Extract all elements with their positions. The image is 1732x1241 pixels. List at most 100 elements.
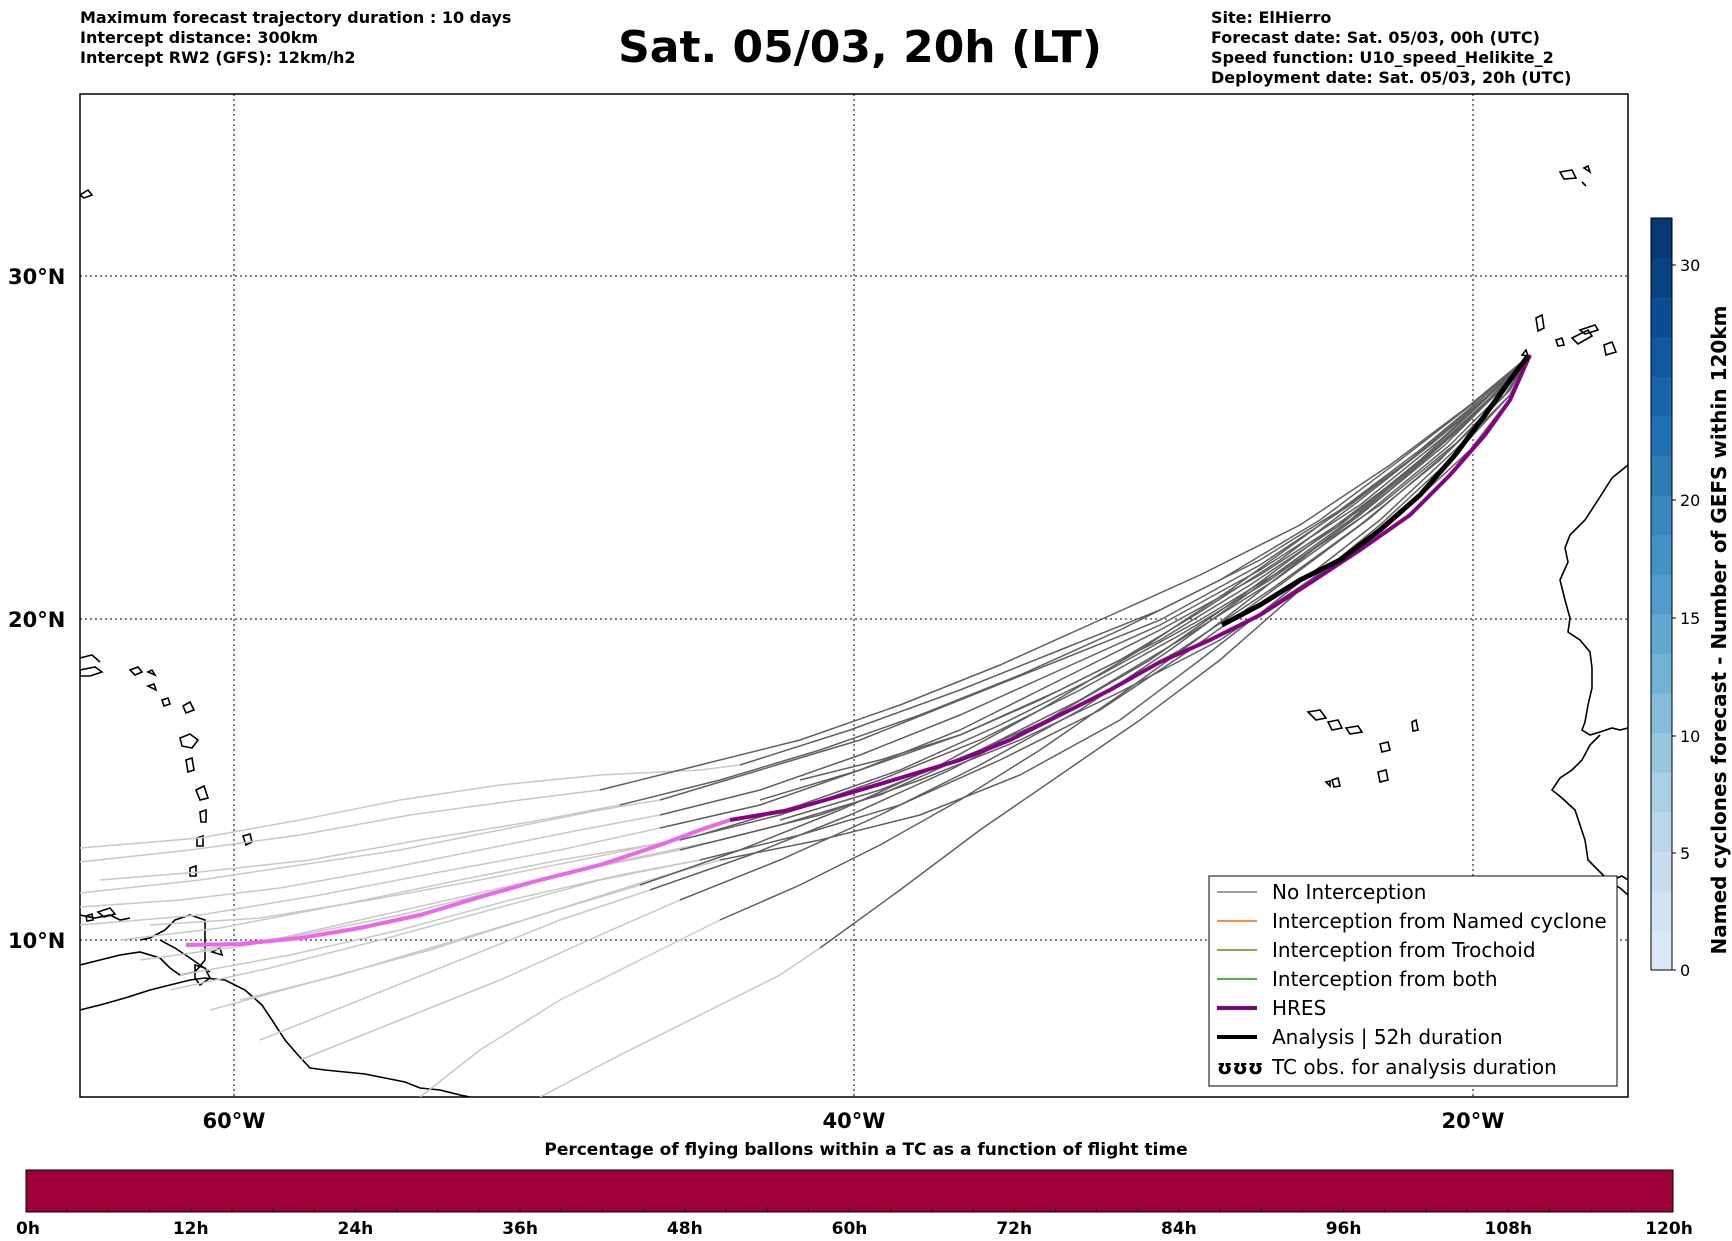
colorbar-level-2 (1651, 851, 1672, 892)
coast-south-america (80, 977, 471, 1097)
trajectory-light-15 (239, 884, 641, 1001)
analysis-trajectory (1220, 354, 1530, 628)
colorbar-level-10 (1651, 534, 1672, 575)
bottom-tick-label-60h: 60h (832, 1219, 868, 1239)
bottom-tick-label-84h: 84h (1161, 1219, 1197, 1239)
header-deployment-date: Deployment date: Sat. 05/03, 20h (UTC) (1211, 68, 1572, 87)
island-porto-santo (1581, 164, 1592, 187)
colorbar-title: Named cyclones forecast - Number of GEFS… (1707, 306, 1731, 955)
legend-label-analysis: Analysis | 52h duration (1272, 1025, 1503, 1049)
bottom-tick-label-36h: 36h (502, 1219, 538, 1239)
colorbar-label-10: 10 (1680, 727, 1700, 746)
trajectory-light-9 (259, 889, 651, 1041)
legend: No Interception Interception from Named … (1208, 875, 1618, 1087)
colorbar-level-14 (1651, 376, 1672, 417)
bottom-tick-label-96h: 96h (1326, 1219, 1362, 1239)
ensemble-dark-segments (599, 354, 1531, 949)
island-lanzarote (1578, 324, 1600, 335)
island-st-lucia (199, 808, 207, 823)
lat-label-20n: 20°N (8, 608, 65, 632)
coastlines (80, 164, 1628, 1097)
legend-label-named-cyclone: Interception from Named cyclone (1272, 909, 1607, 933)
island-aruba (85, 912, 94, 922)
island-hispaniola-edge (80, 654, 101, 663)
trajectory-light-10 (299, 899, 681, 1061)
trajectory-light-7 (169, 859, 701, 991)
colorbar-level-5 (1651, 732, 1672, 773)
bottom-percentage-bar (26, 1170, 1673, 1212)
header-intercept-distance: Intercept distance: 300km (80, 28, 319, 47)
island-cape-verde-brava (1324, 779, 1331, 788)
island-cape-verde-sao-nicolau (1344, 725, 1364, 735)
lon-label-40w: 40°W (823, 1109, 886, 1133)
trajectory-light-2 (80, 799, 661, 894)
trajectory-light-16 (149, 834, 701, 926)
island-virgin-islands (128, 666, 157, 677)
hres-trajectory (729, 354, 1532, 822)
bottom-bar-minor-ticks (25, 1207, 1674, 1212)
trajectory-light-12 (539, 947, 821, 1097)
header-right-info: Site: ElHierro Forecast date: Sat. 05/03… (1211, 8, 1571, 88)
colorbar-level-12 (1651, 455, 1672, 496)
bottom-bar-title: Percentage of flying ballons within a TC… (544, 1140, 1187, 1160)
island-bahamas-edge (80, 188, 94, 199)
bottom-tick-label-120h: 120h (1645, 1219, 1693, 1239)
legend-label-no-interception: No Interception (1272, 880, 1426, 904)
trajectory-dark-15 (649, 354, 1531, 891)
header-max-duration: Maximum forecast trajectory duration : 1… (80, 8, 512, 27)
colorbar-label-20: 20 (1680, 491, 1700, 510)
colorbar-frame (1650, 217, 1673, 971)
island-st-kitts (160, 696, 172, 708)
trajectory-dark-16 (719, 354, 1531, 921)
page-title: Sat. 05/03, 20h (LT) (618, 22, 1102, 73)
island-cape-verde-sao-vicente (1326, 719, 1344, 731)
cyclone-colorbar (1651, 218, 1672, 971)
legend-label-trochoid: Interception from Trochoid (1272, 938, 1536, 962)
island-la-gomera (1554, 336, 1566, 347)
header-intercept-rw2: Intercept RW2 (GFS): 12km/h2 (80, 48, 356, 67)
colorbar-level-3 (1651, 811, 1672, 852)
colorbar-label-30: 30 (1680, 256, 1700, 275)
island-martinique (194, 784, 210, 801)
trajectory-light-18 (80, 789, 601, 863)
colorbar-level-11 (1651, 495, 1672, 536)
island-antigua (181, 700, 196, 715)
island-dominica (185, 756, 195, 774)
trajectory-dark-3 (659, 354, 1531, 816)
bottom-bar-tick-labels: 0h 12h 24h 36h 48h 60h 72h 84h 96h 108h 120h (16, 1219, 1693, 1239)
legend-box (1208, 875, 1618, 1087)
island-madeira (1558, 169, 1578, 180)
colorbar-level-9 (1651, 574, 1672, 615)
island-cape-verde-boavista (1379, 741, 1391, 753)
lon-label-20w: 20°W (1442, 1109, 1505, 1133)
island-cape-verde-santo-antao (1306, 709, 1328, 721)
lat-label-10n: 10°N (8, 929, 65, 953)
island-gran-canaria (1603, 340, 1618, 357)
colorbar-level-6 (1651, 692, 1672, 734)
island-la-palma (1535, 313, 1545, 333)
legend-label-both: Interception from both (1272, 967, 1498, 991)
bottom-tick-label-72h: 72h (996, 1219, 1032, 1239)
bottom-tick-label-12h: 12h (173, 1219, 209, 1239)
trajectory-light-14 (179, 859, 701, 976)
bottom-tick-label-24h: 24h (338, 1219, 374, 1239)
colorbar-label-15: 15 (1680, 609, 1700, 628)
lon-label-60w: 60°W (203, 1109, 266, 1133)
coast-west-africa (1559, 464, 1628, 736)
island-curacao (96, 907, 117, 918)
colorbar-level-8 (1651, 613, 1672, 654)
colorbar-level-13 (1651, 415, 1672, 456)
colorbar-level-18 (1651, 218, 1672, 259)
tc-obs-symbol-icon: ʊʊʊ (1217, 1055, 1263, 1079)
header-speed-function: Speed function: U10_speed_Helikite_2 (1211, 48, 1554, 67)
trajectory-light-17 (99, 804, 621, 881)
island-cape-verde-fogo (1331, 776, 1341, 788)
bottom-tick-label-0h: 0h (16, 1219, 40, 1239)
header-forecast-date: Forecast date: Sat. 05/03, 00h (UTC) (1211, 28, 1540, 47)
colorbar-level-1 (1651, 890, 1672, 931)
colorbar-level-7 (1651, 653, 1672, 694)
island-anguilla (145, 682, 158, 692)
trajectory-dark-11 (619, 354, 1531, 806)
island-el-hierro (1520, 348, 1530, 358)
